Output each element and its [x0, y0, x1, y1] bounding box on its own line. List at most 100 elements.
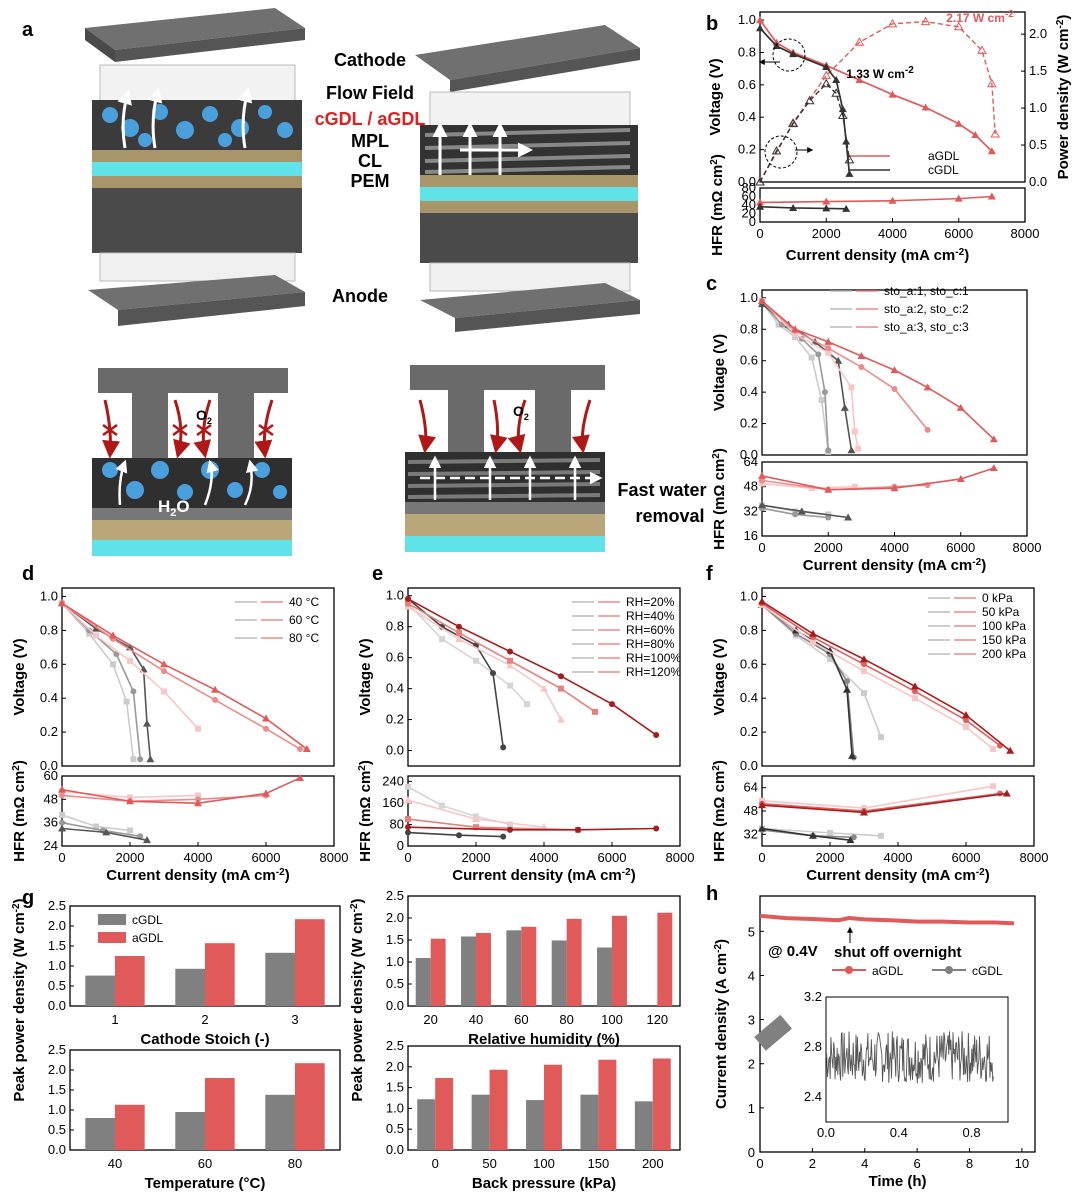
b-xtick-label: 2000 — [812, 226, 841, 241]
g1-ytick-label: 2.5 — [48, 898, 66, 913]
b-hfr-point — [954, 194, 963, 202]
chart-e: e 0.0 0.2 0.4 0.6 0.8 1.0 0 80 160 240 0 2000 4000 600… — [357, 563, 695, 884]
c-voltage-point — [818, 397, 825, 403]
g3-bar-aGDL — [205, 1078, 235, 1150]
g3-ytick-label: 1.5 — [48, 1082, 66, 1097]
g2-bar-aGDL — [612, 915, 627, 1006]
e-hfr-point — [500, 833, 507, 840]
b-y2tick-label: 1.0 — [1029, 100, 1047, 115]
h-ytick-label: 2 — [748, 1057, 755, 1072]
f-hfr-line — [761, 827, 851, 841]
g2-bar-aGDL — [430, 938, 446, 1006]
e-voltage-point — [507, 648, 513, 655]
g1-xtick-label: 2 — [201, 1012, 208, 1027]
c-xlabel-main: Current density (mA cm — [803, 557, 972, 574]
c-ytick-label: 0.4 — [740, 384, 758, 399]
d-voltage-point — [137, 756, 144, 763]
e-voltage-point — [540, 684, 548, 692]
d-legend-label: 60 °C — [289, 613, 319, 627]
gdl-anode-left — [92, 188, 302, 253]
f-legend-label: 100 kPa — [982, 619, 1026, 633]
h-annotation-shutoff: shut off overnight — [834, 944, 962, 961]
b-voltage-point — [838, 105, 847, 113]
g4-xtick-label: 150 — [588, 1156, 610, 1171]
d-voltage-point — [127, 657, 133, 664]
g1-bar-cGDL — [175, 968, 205, 1006]
c-xtick-label: 0 — [758, 540, 765, 555]
e-hfr-point — [456, 832, 462, 839]
g1-xtick-label: 1 — [111, 1012, 118, 1027]
stack-right — [415, 25, 640, 332]
g3-bar-cGDL — [265, 1094, 295, 1150]
b-hfr-point — [756, 202, 764, 210]
e-ytick-label: 0.2 — [386, 712, 404, 727]
b-annotation-peak-cgdl-sup: -2 — [905, 65, 914, 76]
h-legend-marker — [945, 966, 953, 974]
b-y2tick-label: 2.0 — [1029, 26, 1047, 41]
c-hfr-point — [989, 464, 998, 472]
f-voltage-point — [809, 629, 817, 637]
b-hfr-point — [822, 197, 831, 205]
h-frame — [759, 895, 1036, 1153]
c-xtick-label: 8000 — [1013, 540, 1042, 555]
h-ytick-label: 3 — [748, 1013, 755, 1028]
f-xlabel-main: Current density (mA cm — [806, 867, 975, 884]
d-xlabel: Current density (mA cm-2) — [106, 867, 289, 885]
g2-frame — [407, 895, 681, 1007]
f-hfr-point — [990, 783, 997, 790]
f-voltage-point — [861, 690, 867, 697]
h-ylabel-end: ) — [713, 939, 730, 944]
e-legend-label: RH=120% — [626, 665, 681, 679]
b-power-point — [987, 78, 997, 88]
c-hfr-ylabel-main: HFR (mΩ cm — [711, 459, 728, 550]
d-ytick-label: 0.0 — [40, 758, 58, 773]
chart-d: d 0.0 0.2 0.4 0.6 0.8 1.0 24 36 48 60 0 2000 4000 6000… — [11, 563, 349, 884]
f-voltage-point — [861, 661, 867, 668]
f-hfr-ylabel-end: ) — [711, 760, 728, 765]
d-hfr-ytick-label: 36 — [44, 815, 58, 830]
d-hfr-point — [296, 773, 304, 781]
g1-legend-swatch — [98, 914, 126, 925]
f-voltage-point — [826, 646, 834, 654]
g3-ytick-label: 0.5 — [48, 1122, 66, 1137]
g4-ytick-label: 2.5 — [386, 1038, 404, 1053]
b-ylabel: Voltage (V) — [707, 58, 724, 135]
chart-f: f 0.0 0.2 0.4 0.6 0.8 1.0 32 48 64 0 2000 4000 6000 80… — [706, 563, 1048, 884]
label-cl: CL — [358, 151, 382, 171]
b-xtick-label: 8000 — [1011, 226, 1040, 241]
b-annotation-peak-cgdl-main: 1.33 W cm — [846, 67, 905, 81]
e-voltage-point — [558, 685, 564, 692]
f-voltage-point — [844, 678, 850, 685]
g4-xtick-label: 100 — [533, 1156, 555, 1171]
cl-anode-right — [420, 201, 638, 213]
h-annotation-voltage: @ 0.4V — [768, 943, 818, 960]
g2-bar-cGDL — [461, 936, 476, 1006]
g3-xtick-label: 40 — [108, 1156, 122, 1171]
c-voltage-point — [808, 354, 815, 361]
label-flow-field: Flow Field — [326, 83, 414, 103]
c-hfr-ylabel-sup: 2 — [711, 453, 722, 459]
h-xtick-label: 8 — [966, 1156, 973, 1171]
d-voltage-point — [297, 746, 303, 753]
b-power-point — [844, 154, 855, 164]
c-hfr-ylabel-end: ) — [711, 448, 728, 453]
b-circle-voltage — [772, 38, 806, 72]
c-xlabel-end: ) — [981, 557, 986, 574]
g2-bar-aGDL — [476, 932, 491, 1006]
f-xtick-label: 8000 — [1020, 850, 1049, 865]
g2-ytick-label: 2.5 — [386, 888, 404, 903]
e-hfr-ytick-label: 240 — [382, 773, 404, 788]
c-voltage-point — [891, 386, 898, 392]
h-line-aGDL — [759, 913, 1015, 926]
f-voltage-point — [878, 734, 884, 741]
g3-bar-cGDL — [85, 1118, 115, 1150]
c-hfr-ytick-label: 16 — [744, 528, 758, 543]
b-xlabel-end: ) — [964, 247, 969, 264]
f-hfr-point — [809, 831, 817, 839]
b-voltage-point — [921, 103, 930, 111]
d-hfr-ytick-label: 60 — [44, 768, 58, 783]
e-voltage-point — [506, 661, 514, 669]
c-hfr-point — [844, 513, 853, 521]
f-ytick-label: 0.2 — [740, 724, 758, 739]
d-hfr-point — [58, 824, 66, 832]
